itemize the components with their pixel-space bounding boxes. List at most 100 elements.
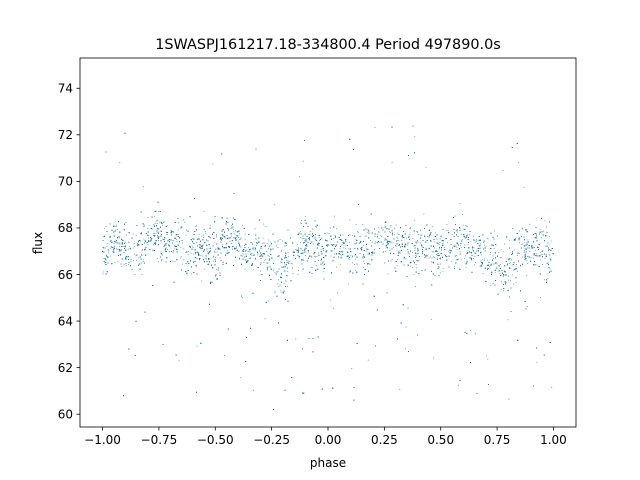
data-point <box>349 258 351 260</box>
data-point <box>484 258 485 260</box>
data-point <box>234 248 236 250</box>
data-point <box>393 233 395 235</box>
data-point <box>303 238 305 239</box>
data-point <box>158 211 159 212</box>
data-point <box>121 266 123 267</box>
data-point <box>430 232 432 233</box>
data-point <box>351 256 353 258</box>
data-point <box>233 231 235 233</box>
data-point <box>157 261 159 263</box>
data-point <box>397 253 399 255</box>
data-point <box>128 242 130 244</box>
data-point <box>377 226 379 228</box>
data-point <box>151 237 153 239</box>
data-point <box>399 250 401 252</box>
data-point <box>240 246 242 248</box>
data-point <box>431 257 433 259</box>
data-point <box>386 244 388 246</box>
data-point <box>550 240 552 242</box>
data-point <box>316 256 318 257</box>
data-point <box>371 241 373 243</box>
data-point <box>492 255 494 257</box>
data-point <box>123 263 125 265</box>
data-point <box>486 355 487 357</box>
data-point <box>437 266 439 268</box>
data-point <box>254 249 256 251</box>
data-point <box>456 255 457 256</box>
data-point <box>316 265 317 267</box>
data-point <box>430 319 432 320</box>
data-point <box>191 273 192 275</box>
data-point <box>486 237 488 239</box>
data-point <box>500 288 502 290</box>
data-point <box>458 258 459 260</box>
data-point <box>261 254 262 256</box>
data-point <box>128 256 130 258</box>
data-point <box>364 256 365 257</box>
data-point <box>318 260 319 261</box>
data-point <box>117 261 119 263</box>
data-point <box>461 239 463 240</box>
data-point <box>283 282 285 284</box>
data-point <box>519 237 521 239</box>
data-point <box>125 256 127 258</box>
data-point <box>160 251 162 253</box>
data-point <box>295 338 297 340</box>
data-point <box>378 238 380 240</box>
data-point <box>218 248 220 250</box>
data-point <box>504 243 505 245</box>
data-point <box>527 256 528 257</box>
data-point <box>377 234 378 236</box>
data-point <box>418 260 420 262</box>
data-point <box>510 280 511 282</box>
data-point <box>469 251 470 252</box>
data-point <box>404 348 406 350</box>
data-point <box>264 318 266 320</box>
data-point <box>546 235 547 237</box>
data-point <box>311 256 313 258</box>
data-point <box>405 326 407 328</box>
data-point <box>162 224 163 226</box>
data-point <box>533 257 534 259</box>
data-point <box>416 241 418 243</box>
data-point <box>367 253 369 255</box>
data-point <box>281 291 283 293</box>
data-point <box>415 286 416 288</box>
data-point <box>274 271 276 273</box>
data-point <box>377 242 378 244</box>
data-point <box>509 267 510 268</box>
data-point <box>433 256 435 258</box>
data-point <box>523 187 525 188</box>
data-point <box>395 224 397 226</box>
data-point <box>105 254 107 256</box>
data-point <box>421 244 422 246</box>
data-point <box>292 273 294 274</box>
data-point <box>355 269 356 271</box>
data-point <box>510 262 512 264</box>
data-point <box>375 241 376 243</box>
data-point <box>364 263 365 264</box>
data-point <box>540 237 542 238</box>
data-point <box>507 275 509 277</box>
data-point <box>155 210 157 212</box>
data-point <box>511 264 513 266</box>
data-point <box>252 255 254 256</box>
data-point <box>410 265 412 267</box>
data-point <box>176 241 178 242</box>
data-point <box>385 251 387 253</box>
data-point <box>546 263 548 264</box>
data-point <box>201 280 202 282</box>
data-point <box>243 257 245 258</box>
data-point <box>546 226 547 228</box>
data-point <box>482 259 484 261</box>
data-point <box>156 231 158 232</box>
data-point <box>404 244 406 245</box>
data-point <box>263 223 265 225</box>
data-point <box>104 258 106 259</box>
data-point <box>492 258 494 259</box>
data-point <box>433 241 435 243</box>
data-point <box>472 258 474 259</box>
data-point <box>540 297 541 298</box>
data-point <box>144 240 146 241</box>
data-point <box>265 259 267 260</box>
